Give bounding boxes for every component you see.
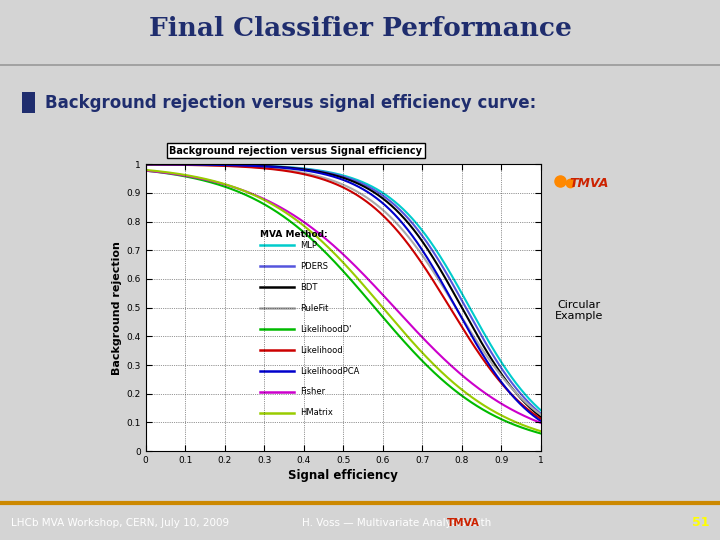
Text: HMatrix: HMatrix (300, 408, 333, 417)
Text: PDERS: PDERS (300, 262, 328, 271)
Text: Background rejection versus signal efficiency curve:: Background rejection versus signal effic… (45, 94, 536, 112)
Text: 51: 51 (692, 516, 709, 530)
Text: Final Classifier Performance: Final Classifier Performance (148, 16, 572, 41)
Text: LikelihoodPCA: LikelihoodPCA (300, 367, 359, 375)
Text: RuleFit: RuleFit (300, 303, 328, 313)
Y-axis label: Background rejection: Background rejection (112, 241, 122, 375)
Text: LHCb MVA Workshop, CERN, July 10, 2009: LHCb MVA Workshop, CERN, July 10, 2009 (11, 518, 229, 528)
Text: MVA Method:: MVA Method: (260, 230, 328, 239)
Text: Circular
Example: Circular Example (555, 300, 603, 321)
X-axis label: Signal efficiency: Signal efficiency (288, 469, 398, 482)
Text: TMVA: TMVA (570, 177, 608, 191)
Bar (22, 92, 35, 113)
Text: BDT: BDT (300, 283, 317, 292)
Text: H. Voss — Multivariate Analysis with: H. Voss — Multivariate Analysis with (302, 518, 495, 528)
Text: LikelihoodD': LikelihoodD' (300, 325, 351, 334)
Text: Fisher: Fisher (300, 388, 325, 396)
Text: Background rejection versus Signal efficiency: Background rejection versus Signal effic… (169, 146, 422, 156)
Text: TMVA: TMVA (446, 518, 480, 528)
Text: Likelihood: Likelihood (300, 346, 342, 355)
Text: MLP: MLP (300, 241, 317, 250)
